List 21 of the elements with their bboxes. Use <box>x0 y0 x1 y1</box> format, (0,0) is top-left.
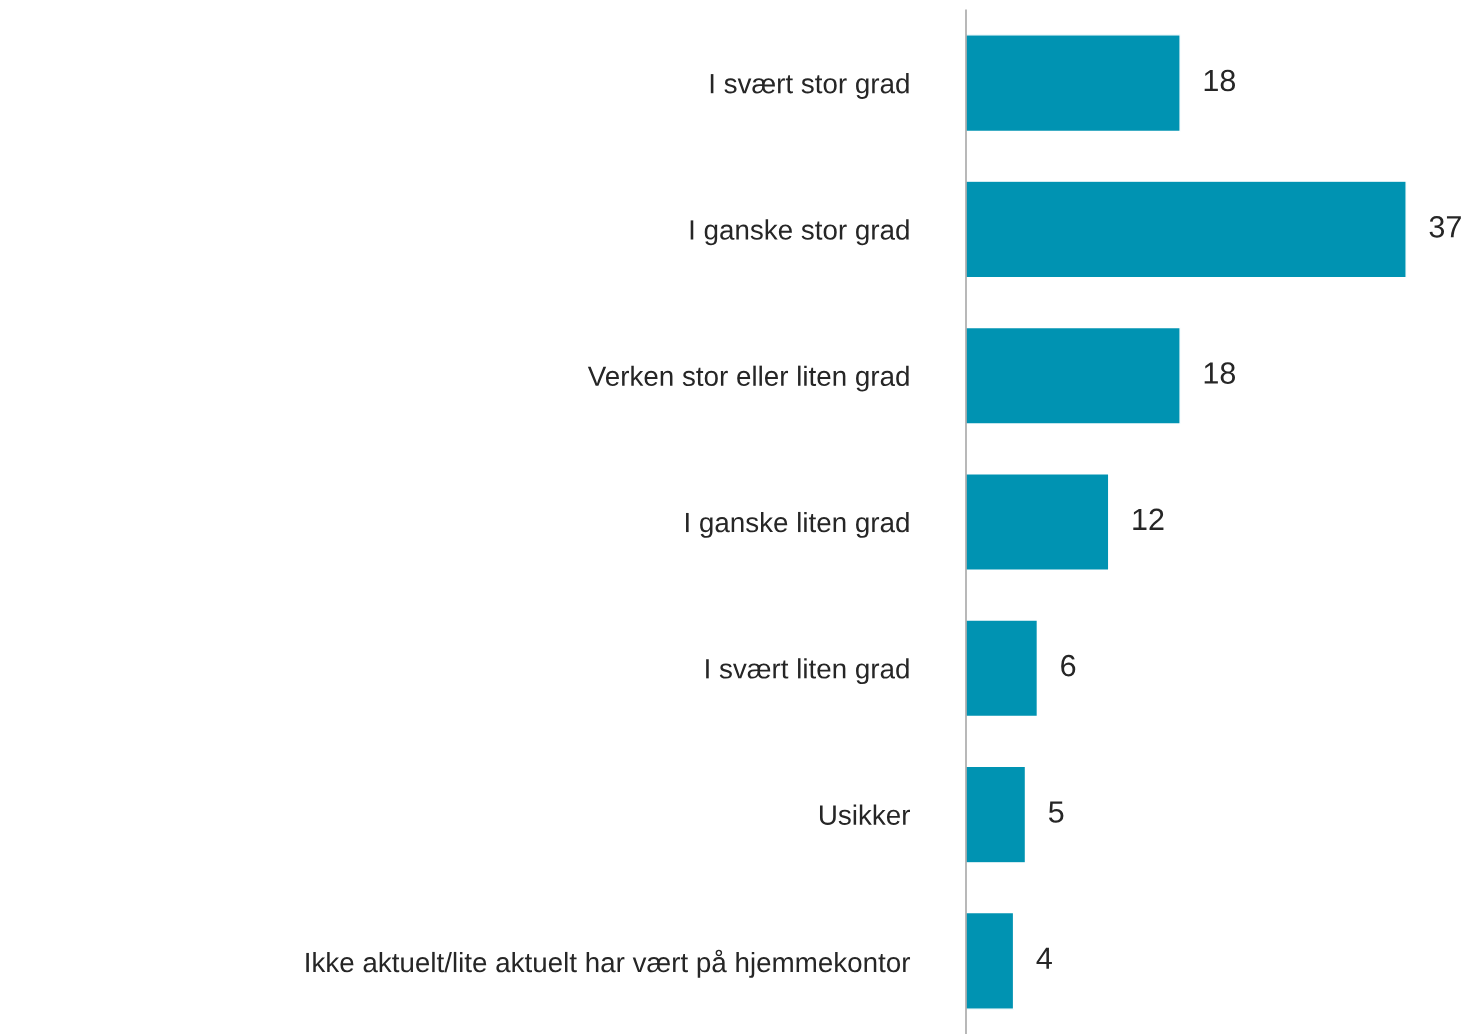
bar <box>966 765 1027 864</box>
bar <box>966 180 1407 279</box>
y-tick-label: I ganske liten grad <box>686 511 909 538</box>
data-label: 18 <box>1204 69 1236 92</box>
y-tick-label: I svært liten grad <box>706 658 909 685</box>
y-tick-label: Usikker <box>819 804 910 825</box>
data-label: 4 <box>1036 947 1052 969</box>
bar <box>966 911 1015 1010</box>
y-tick-label: Ikke aktuelt/lite aktuelt har vært på hjemmekontor <box>306 949 911 978</box>
data-label: 18 <box>1204 362 1236 384</box>
bar <box>966 473 1110 571</box>
y-tick-label: I ganske stor grad <box>690 219 909 246</box>
y-tick-label: I svært stor grad <box>710 73 909 99</box>
bar <box>966 326 1181 425</box>
data-label: 6 <box>1061 654 1076 677</box>
data-label: 5 <box>1048 801 1064 823</box>
y-tick-label: Verken stor eller liten grad <box>587 365 909 392</box>
data-label: 12 <box>1133 508 1164 530</box>
data-label: 37 <box>1429 215 1461 238</box>
bar <box>966 34 1181 133</box>
bar <box>966 619 1039 718</box>
